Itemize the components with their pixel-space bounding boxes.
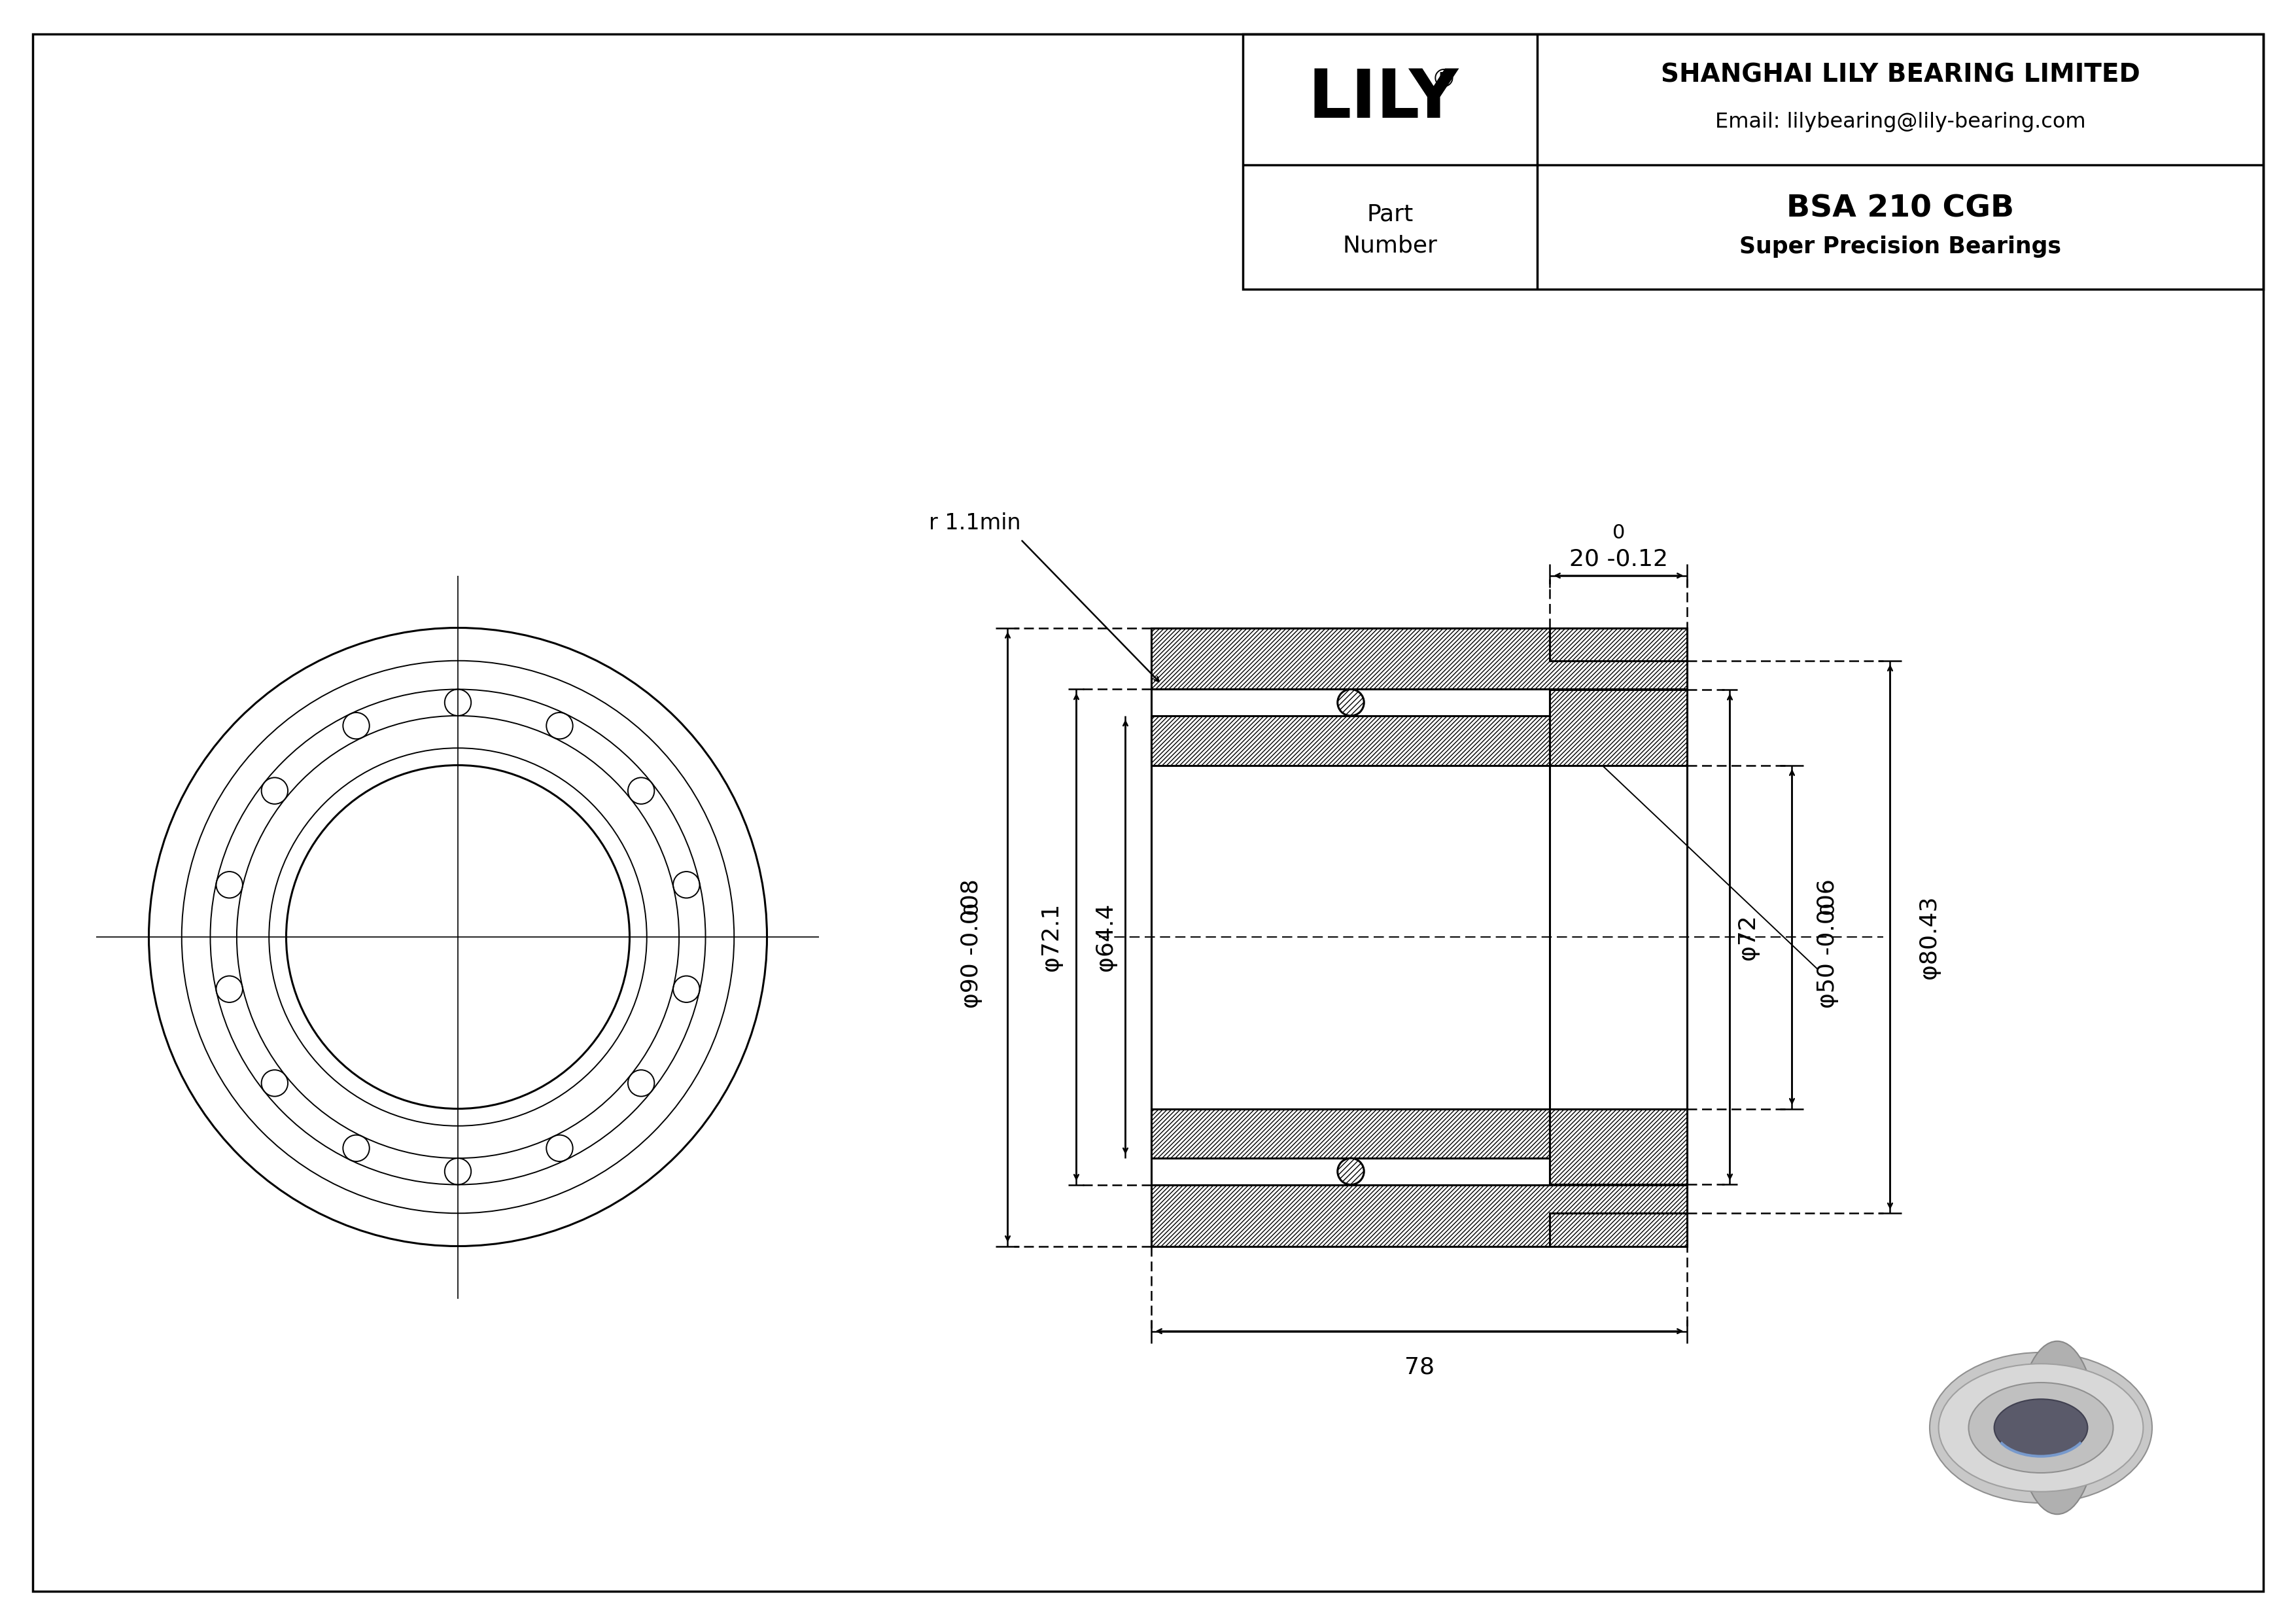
Ellipse shape [1995,1400,2087,1457]
Text: Super Precision Bearings: Super Precision Bearings [1740,235,2062,258]
Polygon shape [1550,1213,1688,1246]
Text: φ50 -0.006: φ50 -0.006 [1816,879,1839,1009]
Text: LILY: LILY [1309,67,1458,133]
Text: r 1.1min: r 1.1min [930,512,1022,534]
Polygon shape [1550,690,1688,765]
Polygon shape [1153,1184,1688,1246]
Text: SHANGHAI LILY BEARING LIMITED: SHANGHAI LILY BEARING LIMITED [1660,62,2140,88]
Polygon shape [1550,1109,1688,1184]
Text: 0: 0 [962,901,980,914]
Polygon shape [1550,628,1688,661]
Text: φ72.1: φ72.1 [1040,903,1063,971]
Bar [1242,34,2264,289]
Text: φ80.43: φ80.43 [1917,895,1940,979]
Text: ®: ® [1430,67,1456,93]
Ellipse shape [1938,1364,2142,1492]
Text: 0: 0 [1612,523,1626,542]
Circle shape [1339,689,1364,716]
Ellipse shape [1968,1382,2112,1473]
Text: Email: lilybearing@lily-bearing.com: Email: lilybearing@lily-bearing.com [1715,112,2085,133]
Polygon shape [1153,1109,1550,1158]
Polygon shape [1153,716,1550,765]
Text: φ90 -0.008: φ90 -0.008 [960,879,983,1009]
Ellipse shape [2018,1341,2096,1514]
Circle shape [1339,1158,1364,1184]
Ellipse shape [1929,1353,2151,1502]
Text: 20 -0.12: 20 -0.12 [1568,549,1667,570]
Text: φ72: φ72 [1738,914,1759,960]
Text: Number: Number [1343,234,1437,257]
Text: φ64.4: φ64.4 [1095,903,1116,971]
Text: 78: 78 [1405,1356,1435,1379]
Text: 0: 0 [1818,901,1837,914]
Polygon shape [1153,628,1688,689]
Text: BSA 210 CGB: BSA 210 CGB [1786,193,2014,224]
Text: Part: Part [1366,203,1414,226]
